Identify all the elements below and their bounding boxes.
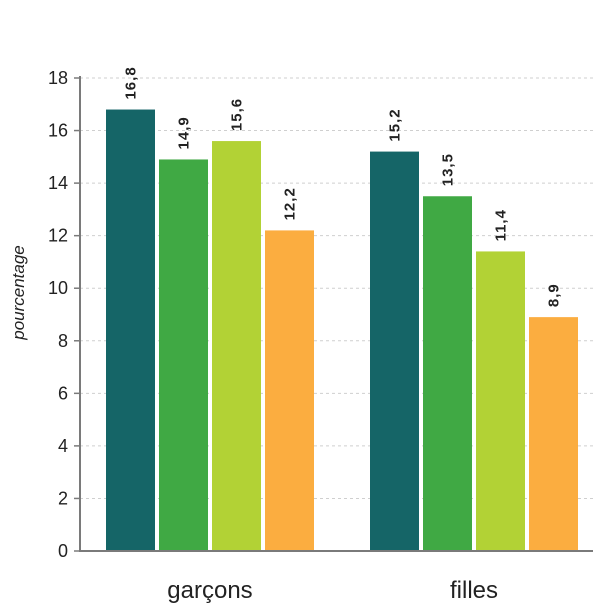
y-tick-label: 12 — [48, 226, 68, 246]
bar — [529, 317, 578, 551]
y-tick-label: 6 — [58, 383, 68, 403]
data-label: 14,9 — [176, 116, 193, 149]
bar — [159, 159, 208, 551]
bar — [265, 230, 314, 551]
y-tick-label: 14 — [48, 173, 68, 193]
y-axis-ticks: 0 2 4 6 8 10 12 14 16 18 — [48, 68, 80, 561]
y-tick-label: 16 — [48, 121, 68, 141]
data-label: 16,8 — [123, 66, 140, 99]
data-label: 15,2 — [387, 108, 404, 141]
y-axis-title: pourcentage — [9, 245, 28, 341]
data-label: 11,4 — [493, 209, 510, 241]
category-labels: garçons filles — [167, 577, 498, 604]
category-label: garçons — [167, 577, 252, 604]
y-tick-label: 2 — [58, 488, 68, 508]
bar — [106, 109, 155, 552]
y-tick-label: 8 — [58, 331, 68, 351]
bar — [476, 251, 525, 551]
data-label: 8,9 — [546, 283, 563, 307]
y-tick-label: 10 — [48, 278, 68, 298]
y-tick-label: 4 — [58, 436, 68, 456]
data-label: 12,2 — [282, 187, 299, 220]
data-label: 13,5 — [440, 153, 457, 186]
y-tick-label: 18 — [48, 68, 68, 88]
y-tick-label: 0 — [58, 541, 68, 561]
data-labels: 16,8 15,2 14,9 13,5 15,6 11,4 12,2 8,9 — [123, 66, 563, 307]
data-label: 15,6 — [229, 98, 246, 131]
bars — [106, 109, 578, 552]
bar — [370, 151, 419, 552]
bar — [423, 196, 472, 551]
category-label: filles — [450, 577, 498, 604]
bar — [212, 141, 261, 552]
